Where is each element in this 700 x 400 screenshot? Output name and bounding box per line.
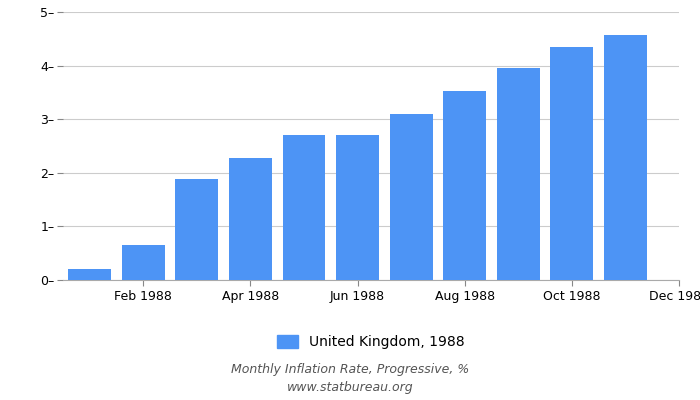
Bar [390,114,433,280]
Bar [122,245,164,280]
Bar [283,135,326,280]
Bar [550,47,594,280]
Text: Monthly Inflation Rate, Progressive, %: Monthly Inflation Rate, Progressive, % [231,364,469,376]
Bar [497,68,540,280]
Bar [336,135,379,280]
Bar [443,91,486,280]
Bar [176,179,218,280]
Bar [229,158,272,280]
Bar [604,35,647,280]
Bar [69,269,111,280]
Text: www.statbureau.org: www.statbureau.org [287,382,413,394]
Legend: United Kingdom, 1988: United Kingdom, 1988 [277,335,465,349]
